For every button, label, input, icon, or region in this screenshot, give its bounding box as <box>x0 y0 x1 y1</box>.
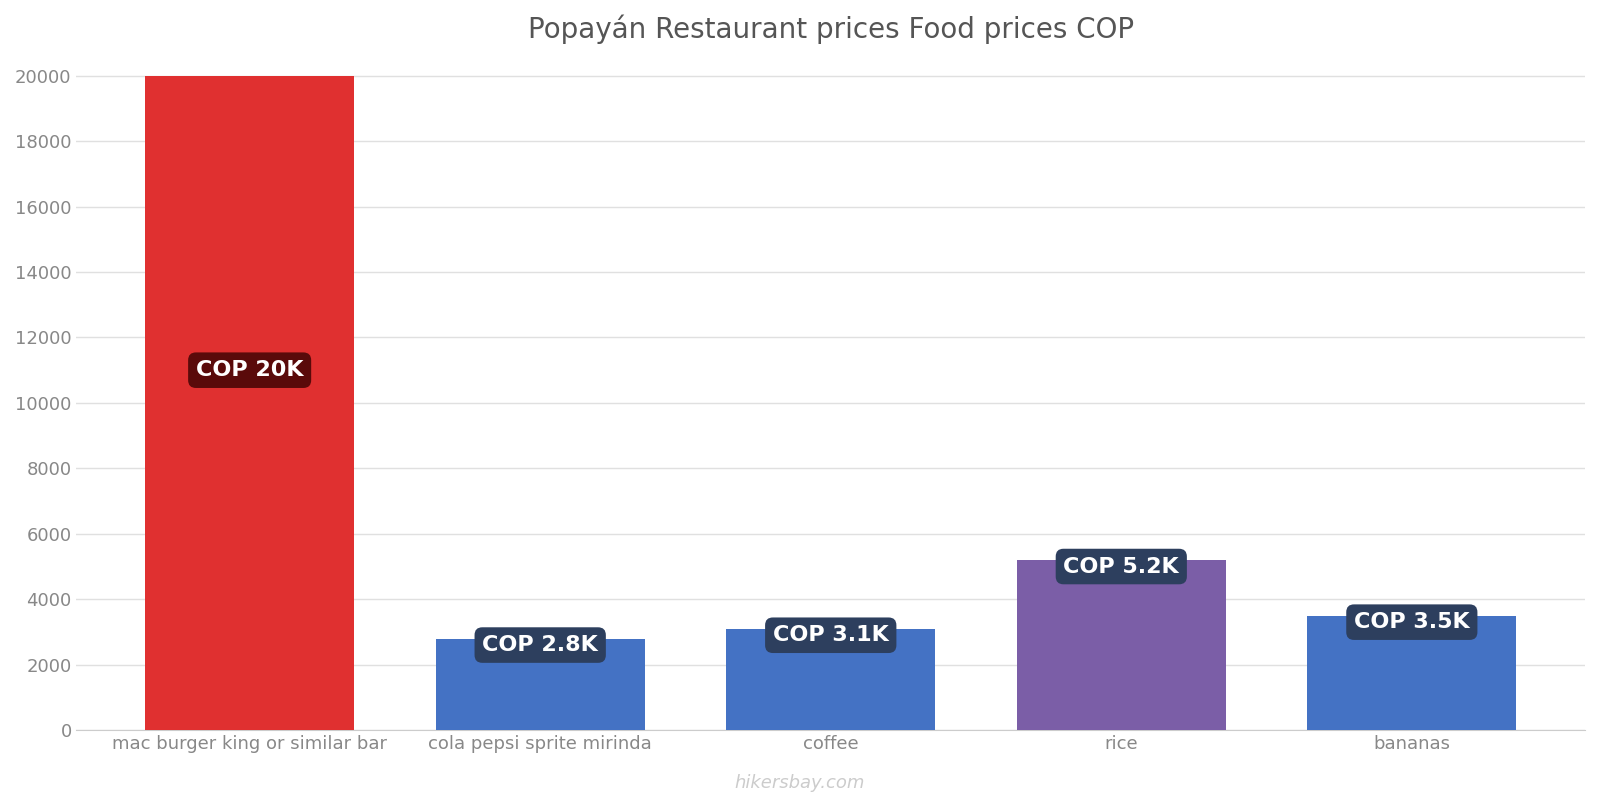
Bar <box>1016 560 1226 730</box>
Bar <box>435 638 645 730</box>
Title: Popayán Restaurant prices Food prices COP: Popayán Restaurant prices Food prices CO… <box>528 15 1134 45</box>
Text: COP 2.8K: COP 2.8K <box>482 635 598 655</box>
Bar <box>726 629 936 730</box>
Text: COP 5.2K: COP 5.2K <box>1064 557 1179 577</box>
Text: COP 3.5K: COP 3.5K <box>1354 612 1470 632</box>
Bar <box>1307 616 1517 730</box>
Text: hikersbay.com: hikersbay.com <box>734 774 866 792</box>
Bar <box>146 76 354 730</box>
Text: COP 3.1K: COP 3.1K <box>773 626 888 646</box>
Text: COP 20K: COP 20K <box>195 360 304 380</box>
